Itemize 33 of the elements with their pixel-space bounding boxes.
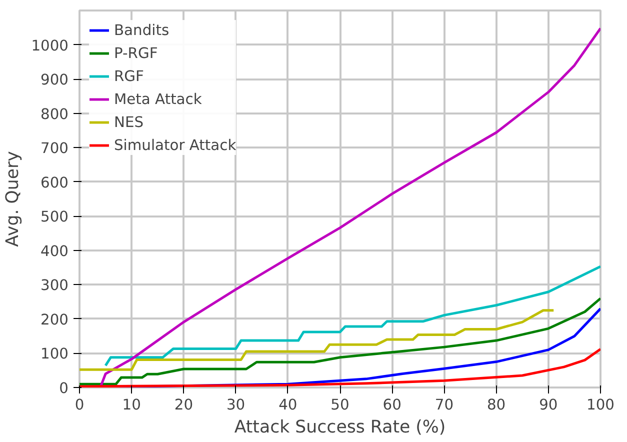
y-tick-label: 600 <box>40 174 69 192</box>
legend-label: Bandits <box>114 22 170 38</box>
y-tick-label: 900 <box>40 72 69 89</box>
x-tick-label: 50 <box>330 396 350 414</box>
legend-label: P-RGF <box>114 44 158 62</box>
y-tick-label: 1000 <box>31 37 69 54</box>
x-tick-label: 70 <box>434 396 454 414</box>
y-tick-label: 500 <box>40 208 69 226</box>
x-axis-title: Attack Success Rate (%) <box>234 418 446 438</box>
x-tick-label: 90 <box>539 396 558 414</box>
x-tick-label: 10 <box>122 396 141 414</box>
line-series <box>80 348 600 388</box>
x-tick-label: 30 <box>226 396 246 414</box>
y-tick-label: 100 <box>40 346 69 363</box>
legend-label: NES <box>114 114 144 130</box>
legend-label: Simulator Attack <box>114 136 236 154</box>
legend-label: RGF <box>114 68 144 84</box>
x-tick-label: 80 <box>486 396 506 414</box>
x-tick-label: 100 <box>586 396 614 414</box>
x-tick-label: 0 <box>74 396 84 414</box>
y-tick-label: 300 <box>40 277 69 294</box>
y-tick-label: 0 <box>59 380 69 397</box>
x-tick-label: 40 <box>278 396 298 414</box>
x-tick-label: 20 <box>174 396 194 414</box>
y-tick-label: 400 <box>40 242 69 260</box>
x-tick-label: 60 <box>382 396 402 414</box>
y-tick-label: 700 <box>40 140 69 158</box>
line-series <box>104 265 600 367</box>
legend-label: Meta Attack <box>114 90 202 108</box>
y-tick-label: 200 <box>40 311 69 328</box>
line-series <box>80 309 555 371</box>
y-tick-label: 800 <box>40 106 69 123</box>
y-axis-title: Avg. Query <box>3 151 24 247</box>
